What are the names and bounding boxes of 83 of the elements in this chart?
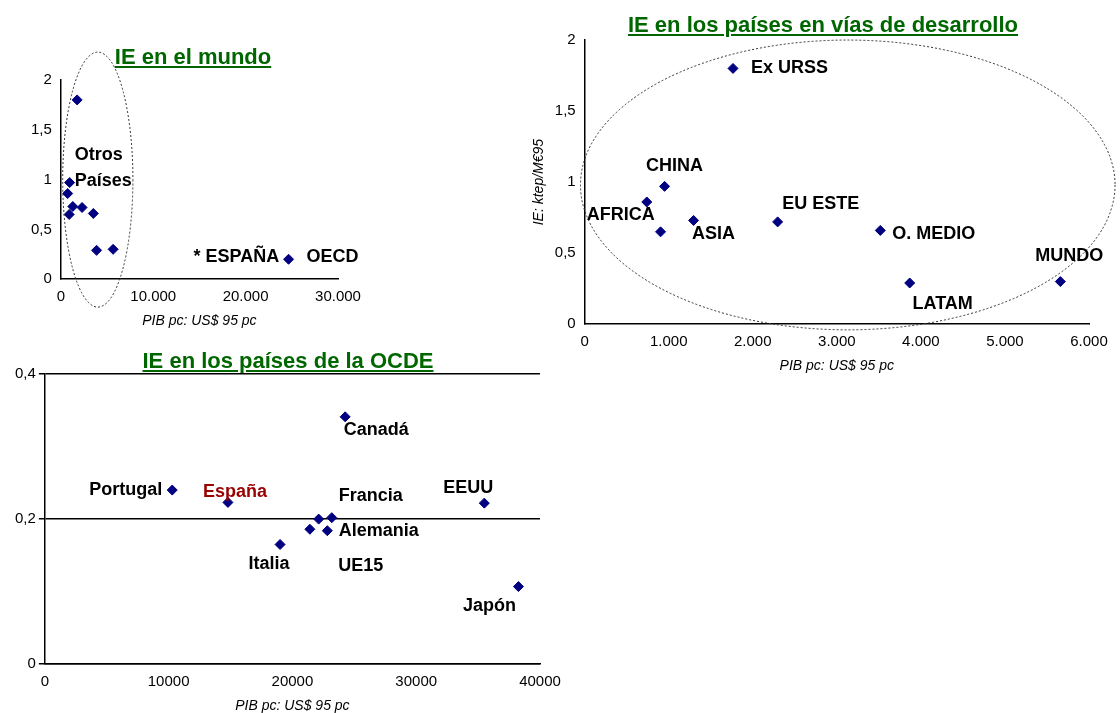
annotation: España	[202, 481, 268, 502]
x-tick-label: 4.000	[902, 332, 940, 350]
y-tick-label: 0,2	[14, 509, 36, 527]
point	[772, 216, 784, 228]
chart-title: IE en los países en vías de desarrollo	[627, 12, 1019, 37]
point	[67, 200, 79, 212]
y-tick-label: 1	[43, 169, 52, 187]
annotation: ASIA	[692, 223, 736, 244]
x-tick-label: 10.000	[130, 287, 177, 305]
x-tick-label: 1.000	[649, 332, 688, 350]
x-tick-label: 10000	[147, 672, 190, 690]
annotation: O. MEDIO	[892, 223, 976, 244]
point	[641, 196, 653, 208]
y-tick-label: 1	[567, 172, 576, 190]
x-tick-label: 5.000	[986, 332, 1024, 350]
point	[62, 188, 74, 200]
annotation: Francia	[338, 484, 404, 505]
annotation: AFRICA	[586, 203, 655, 224]
x-tick-label: 40000	[519, 672, 561, 690]
annotation: CHINA	[646, 155, 704, 176]
point	[659, 180, 671, 192]
point	[1054, 276, 1066, 288]
y-tick-label: 0	[43, 269, 52, 287]
annotation: Otros Países	[74, 143, 132, 190]
y-tick-label: 2	[43, 70, 52, 88]
annotation: OECD	[306, 246, 359, 267]
point	[478, 497, 490, 509]
annotation: LATAM	[912, 292, 973, 313]
point	[512, 581, 524, 593]
y-tick-label: 0,4	[14, 364, 36, 382]
x-tick-label: 0	[56, 287, 66, 305]
annotation: Japón	[462, 594, 516, 615]
point	[283, 253, 295, 265]
point	[166, 484, 178, 496]
point	[727, 62, 739, 74]
y-tick-label: 2	[567, 30, 576, 48]
annotation: * ESPAÑA	[193, 245, 280, 267]
point	[326, 512, 338, 524]
point	[64, 177, 76, 189]
point	[655, 226, 667, 238]
point	[874, 224, 886, 236]
point	[63, 208, 75, 220]
y-tick-label: 1,5	[554, 101, 576, 119]
point	[274, 538, 286, 550]
x-axis-title: PIB pc: US$ 95 pc	[779, 357, 895, 374]
x-tick-label: 0	[580, 332, 589, 350]
point	[321, 525, 333, 537]
annotation: UE15	[338, 554, 384, 575]
annotation: EEUU	[443, 477, 494, 498]
x-tick-label: 3.000	[818, 332, 856, 350]
point	[107, 243, 119, 255]
y-tick-label: 0,5	[30, 219, 52, 237]
point	[688, 214, 700, 226]
annotation: Canadá	[343, 418, 410, 439]
annotation: Ex URSS	[751, 57, 829, 78]
point	[304, 523, 316, 535]
x-axis-title: PIB pc: US$ 95 pc	[235, 697, 350, 713]
point	[87, 207, 99, 219]
point	[76, 201, 88, 213]
annotation: EU ESTE	[782, 192, 860, 213]
x-tick-label: 30000	[395, 672, 438, 690]
y-tick-label: 0	[567, 314, 576, 332]
point	[71, 94, 83, 106]
annotation: MUNDO	[1035, 244, 1104, 265]
x-tick-label: 20.000	[222, 287, 269, 305]
y-axis-title: IE: ktep/M€95	[530, 138, 547, 226]
annotation: Alemania	[338, 520, 420, 541]
x-tick-label: 6.000	[1070, 332, 1108, 350]
annotation: Portugal	[89, 479, 163, 500]
point	[91, 244, 103, 256]
x-tick-label: 20000	[271, 672, 314, 690]
x-axis-title: PIB pc: US$ 95 pc	[142, 312, 257, 329]
annotation: Italia	[248, 553, 291, 574]
x-tick-label: 2.000	[733, 332, 772, 350]
chart-title: IE en los países de la OCDE	[142, 348, 434, 373]
point	[904, 277, 916, 289]
point	[339, 411, 351, 423]
y-tick-label: 0,5	[554, 243, 576, 261]
x-tick-label: 30.000	[315, 287, 361, 305]
y-tick-label: 1,5	[30, 119, 52, 137]
point	[313, 513, 325, 525]
y-tick-label: 0	[27, 654, 36, 672]
chart-title: IE en el mundo	[113, 44, 273, 70]
